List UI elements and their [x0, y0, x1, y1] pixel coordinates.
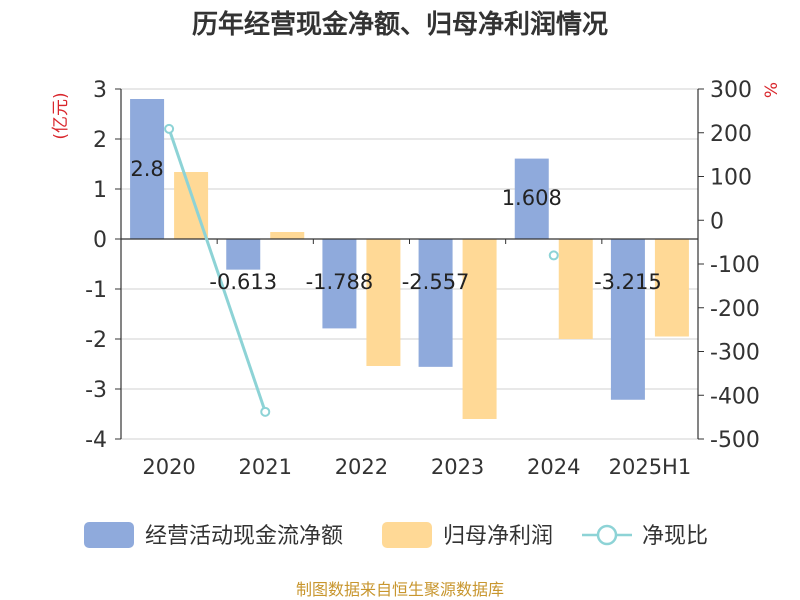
x-tick-label: 2023: [431, 455, 484, 479]
cash-flow-bar: [418, 239, 453, 367]
cash-flow-bar: [226, 239, 261, 270]
right-tick-label: -200: [710, 297, 760, 322]
axes: [115, 88, 704, 440]
net-profit-bar: [462, 239, 497, 419]
cash-flow-bar: [610, 239, 645, 400]
source-note: 制图数据来自恒生聚源数据库: [296, 580, 504, 599]
data-labels: 2.8 -0.613 -1.788 -2.557 1.608 -3.215: [130, 157, 661, 294]
legend-marker-ratio: [596, 524, 618, 546]
legend-swatch-net-profit: [382, 522, 432, 548]
net-profit-bar: [366, 239, 401, 366]
cash-flow-bar: [514, 158, 549, 239]
bars: [130, 99, 689, 419]
right-tick-label: 300: [710, 78, 752, 103]
right-tick-label: -100: [710, 253, 760, 278]
x-tick-label: 2025H1: [609, 455, 692, 479]
x-tick-label: 2022: [335, 455, 388, 479]
cash-flow-data-label: 2.8: [130, 157, 163, 181]
left-axis-unit: (亿元): [51, 92, 71, 139]
cash-flow-data-label: -1.788: [306, 270, 374, 294]
cash-flow-bar: [130, 99, 165, 239]
legend-label-net-profit: 归母净利润: [443, 524, 553, 549]
cash-flow-bar: [322, 239, 357, 329]
left-tick-label: -2: [85, 328, 107, 353]
right-tick-label: 100: [710, 166, 752, 191]
net-profit-bar: [270, 232, 305, 239]
x-tick-label: 2020: [142, 455, 195, 479]
x-tick-label: 2024: [527, 455, 580, 479]
ratio-point: [164, 123, 175, 134]
left-tick-label: -1: [85, 278, 107, 303]
cash-flow-data-label: -0.613: [209, 270, 277, 294]
left-tick-label: 3: [93, 78, 107, 103]
left-tick-label: -3: [85, 378, 107, 403]
net-profit-bar: [654, 239, 689, 337]
cash-flow-data-label: -3.215: [594, 270, 662, 294]
right-axis-unit: %: [762, 82, 782, 98]
ratio-line-segment: [167, 128, 267, 413]
net-profit-bar: [558, 239, 593, 339]
right-tick-label: -500: [710, 428, 760, 453]
legend-label-cash-flow: 经营活动现金流净额: [145, 524, 343, 549]
cash-flow-data-label: 1.608: [502, 186, 562, 210]
ratio-line: [164, 123, 559, 417]
right-tick-label: -400: [710, 384, 760, 409]
right-tick-label: 0: [710, 209, 724, 234]
x-tick-label: 2021: [239, 455, 292, 479]
cash-flow-data-label: -2.557: [402, 270, 470, 294]
ratio-point: [548, 250, 559, 261]
legend: 经营活动现金流净额 归母净利润 净现比: [84, 522, 708, 549]
ratio-point: [260, 406, 271, 417]
chart-title: 历年经营现金净额、归母净利润情况: [192, 9, 608, 40]
left-tick-label: 1: [93, 178, 107, 203]
right-tick-label: -300: [710, 341, 760, 366]
tick-labels: 3 2 1 0 -1 -2 -3 -4 300 200 100 0 -100 -200 -300 -400 -5…: [85, 78, 760, 479]
right-tick-label: 200: [710, 122, 752, 147]
legend-swatch-cash-flow: [84, 522, 134, 548]
left-tick-label: -4: [85, 428, 107, 453]
left-tick-label: 0: [93, 228, 107, 253]
legend-label-ratio: 净现比: [642, 524, 708, 549]
gridlines: [121, 88, 698, 440]
left-tick-label: 2: [93, 128, 107, 153]
